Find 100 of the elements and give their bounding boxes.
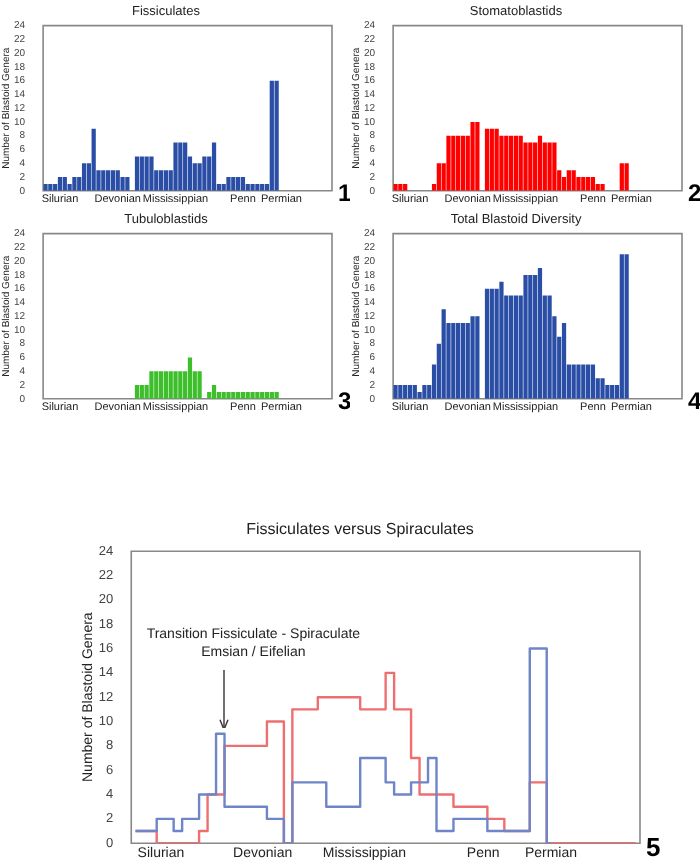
bar [211,385,217,399]
bar [163,170,169,191]
bar [537,135,543,191]
bar [226,391,231,399]
bar [460,323,466,399]
bar [106,170,111,191]
bar [547,142,552,191]
bar [494,288,499,399]
bar [144,156,149,191]
bar [407,385,413,399]
text: 3 [338,386,352,415]
bar [451,135,456,191]
bar [403,385,408,399]
bar [183,142,188,191]
bar [504,135,509,191]
bar [417,391,422,399]
bar [470,121,475,191]
bar [576,364,581,399]
bar [523,142,528,191]
bar [547,295,552,399]
text: 2 [688,178,700,207]
bar [139,385,144,399]
bar [537,268,543,399]
bar [72,177,77,191]
bar [231,177,236,191]
bar [197,163,202,191]
bar [590,364,596,399]
bar [624,254,629,399]
bar [57,177,63,191]
bar [134,156,140,191]
bar [250,183,255,191]
bar [619,254,624,399]
bar [475,121,480,191]
bar [422,385,427,399]
bar [451,323,456,399]
bar [586,364,591,399]
bar [561,177,567,191]
bar [533,274,538,399]
bar [139,156,144,191]
bar [91,128,96,191]
bar [470,316,475,399]
bar [236,177,241,191]
bar [499,135,504,191]
bar [484,128,490,191]
bar [202,156,207,191]
bar [518,135,523,191]
bar [465,323,470,399]
bar [250,391,255,399]
bar [197,371,202,399]
bar [441,309,446,399]
bar [586,177,591,191]
bar [528,142,533,191]
bar [154,371,159,399]
bar [513,295,519,399]
bar [610,385,615,399]
bar [456,135,461,191]
bar [581,177,586,191]
bar [542,142,547,191]
bar [269,80,274,191]
bar [605,385,610,399]
bar [149,371,154,399]
bar [436,163,441,191]
bar [163,371,169,399]
bar [101,170,106,191]
bar [192,163,197,191]
bar [513,135,519,191]
bar [624,163,629,191]
bar [168,371,173,399]
bar [240,177,246,191]
bar [81,163,87,191]
bar [158,170,164,191]
bar [523,274,528,399]
bar [552,142,557,191]
bar [211,142,217,191]
bar [533,142,538,191]
bar [600,183,605,191]
bar [115,170,120,191]
bar [149,156,154,191]
bar [508,295,514,399]
bar [528,274,533,399]
bar [571,170,576,191]
bar [125,177,130,191]
bar [412,385,417,399]
bar [67,183,72,191]
bar [581,364,586,399]
bar [393,385,398,399]
bar [187,357,193,399]
bar [489,288,494,399]
bar [475,316,480,399]
bar [134,385,140,399]
bar [398,385,403,399]
bar [566,170,571,191]
bar [178,371,183,399]
bar [456,323,461,399]
bar [489,128,494,191]
bar [226,177,231,191]
bar [173,371,178,399]
bar [619,163,624,191]
bar [178,142,183,191]
bar [484,288,490,399]
